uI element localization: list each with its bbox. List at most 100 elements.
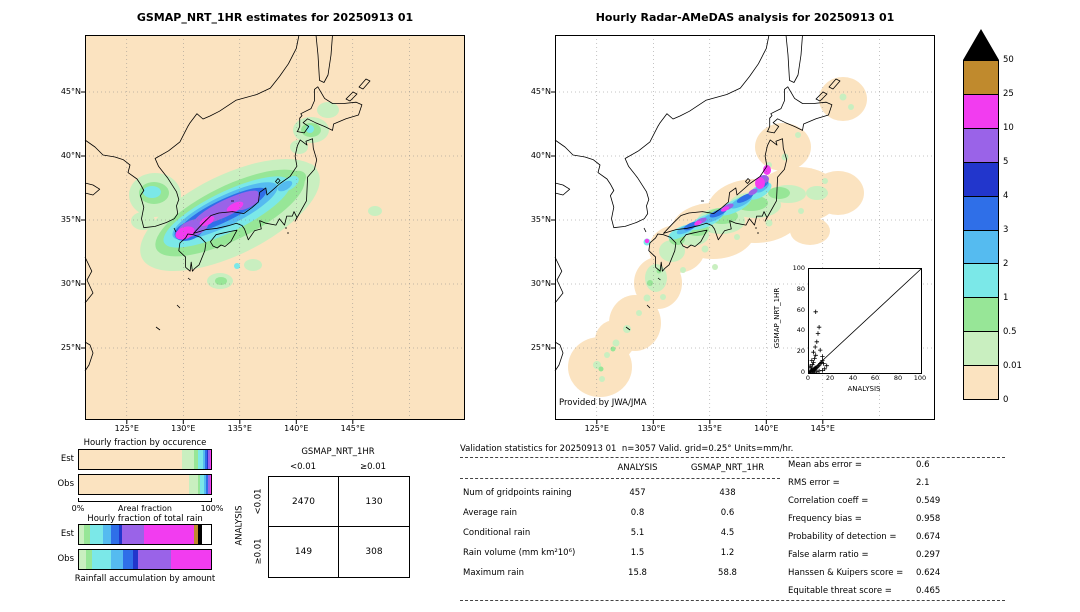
right-lat-35: 35°N bbox=[530, 215, 551, 224]
fraction-segment-darkblue bbox=[133, 550, 139, 569]
contingency-row-lt: <0.01 bbox=[253, 488, 264, 515]
score-row: Frequency bias = 0.958 bbox=[788, 514, 1018, 525]
stats-row-gsmap: 438 bbox=[719, 488, 736, 498]
left-lat-25: 25°N bbox=[60, 343, 81, 352]
contingency-col-header: GSMAP_NRT_1HR bbox=[301, 447, 375, 457]
areal-axis-label: Areal fraction bbox=[118, 504, 172, 513]
total-obs-bar bbox=[78, 549, 212, 570]
total-est-bar bbox=[78, 524, 212, 545]
stats-row-analysis: 5.1 bbox=[630, 528, 645, 538]
contingency-cell-10: 149 bbox=[269, 527, 339, 577]
score-value: 0.958 bbox=[916, 514, 941, 524]
graticule bbox=[85, 35, 465, 420]
fraction-segment-lightblue bbox=[204, 475, 207, 494]
score-value: 0.297 bbox=[916, 550, 941, 560]
fraction-segment-cyan bbox=[200, 475, 205, 494]
score-row: False alarm ratio = 0.297 bbox=[788, 550, 1018, 561]
score-value: 0.674 bbox=[916, 532, 941, 542]
right-lon-135: 135°E bbox=[697, 424, 722, 433]
fraction-segment-palegreen bbox=[79, 550, 86, 569]
fraction-segment-over bbox=[197, 525, 202, 544]
left-lat-35: 35°N bbox=[60, 215, 81, 224]
score-row: Probability of detection = 0.674 bbox=[788, 532, 1018, 543]
total-rain-title: Hourly fraction of total rain bbox=[87, 514, 203, 524]
fraction-segment-magenta bbox=[143, 525, 194, 544]
right-lat-30: 30°N bbox=[530, 279, 551, 288]
colorbar bbox=[963, 60, 999, 400]
stats-title: Validation statistics for 20250913 01 n=… bbox=[460, 444, 794, 454]
occurrence-title: Hourly fraction by occurence bbox=[83, 438, 207, 448]
inset-ytick-40: 40 bbox=[796, 326, 805, 334]
fraction-segment-cyan bbox=[92, 550, 111, 569]
fraction-segment-purple bbox=[122, 525, 144, 544]
graticule bbox=[555, 35, 935, 420]
fraction-segment-magenta bbox=[210, 450, 211, 469]
areal-axis-100: 100% bbox=[200, 504, 224, 513]
fraction-segment-lightblue bbox=[102, 525, 111, 544]
score-label: RMS error = bbox=[788, 478, 840, 488]
precip-overlay-radar bbox=[568, 77, 867, 397]
contingency-cell-01: 130 bbox=[339, 477, 409, 527]
inset-xtick-80: 80 bbox=[893, 374, 903, 382]
inset-xtick-100: 100 bbox=[913, 374, 927, 382]
colorbar-tick-label: 50 bbox=[1003, 54, 1014, 65]
colorbar-band-green bbox=[964, 298, 998, 333]
stats-row-gsmap: 58.8 bbox=[718, 568, 737, 578]
fraction-segment-blue bbox=[206, 475, 208, 494]
stats-row-gsmap: 0.6 bbox=[720, 508, 735, 518]
fraction-segment-darkblue bbox=[118, 525, 123, 544]
score-label: Frequency bias = bbox=[788, 514, 862, 524]
contingency-row-header: ANALYSIS bbox=[234, 505, 245, 546]
fraction-segment-purple bbox=[208, 475, 210, 494]
right-lat-25: 25°N bbox=[530, 343, 551, 352]
score-label: Correlation coeff = bbox=[788, 496, 869, 506]
colorbar-band-darkblue bbox=[964, 162, 998, 197]
left-lat-40: 40°N bbox=[60, 151, 81, 160]
colorbar-tick-label: 3 bbox=[1003, 224, 1009, 235]
fraction-segment-blue bbox=[122, 550, 134, 569]
fraction-segment-blue bbox=[205, 450, 208, 469]
fraction-segment-green bbox=[85, 550, 93, 569]
score-label: Hanssen & Kuipers score = bbox=[788, 568, 904, 578]
total-obs-label: Obs bbox=[57, 554, 74, 564]
colorbar-tick-label: 10 bbox=[1003, 122, 1014, 133]
score-row: Correlation coeff = 0.549 bbox=[788, 496, 1018, 507]
score-row: Hanssen & Kuipers score = 0.624 bbox=[788, 568, 1018, 579]
fraction-segment-lightblue bbox=[110, 550, 123, 569]
colorbar-tick-label: 1 bbox=[1003, 292, 1009, 303]
stats-divider-header bbox=[460, 478, 780, 479]
axis-ticks bbox=[81, 91, 354, 424]
fraction-segment-cyan bbox=[89, 525, 103, 544]
fraction-segment-palegreen bbox=[79, 525, 85, 544]
stats-row-gsmap: 1.2 bbox=[720, 548, 735, 558]
score-row: RMS error = 2.1 bbox=[788, 478, 1018, 489]
stats-row-analysis: 457 bbox=[629, 488, 646, 498]
colorbar-tick-label: 0.5 bbox=[1003, 326, 1017, 337]
colorbar-tick-label: 25 bbox=[1003, 88, 1014, 99]
contingency-col-lt: <0.01 bbox=[289, 462, 317, 472]
occurrence-obs-bar bbox=[78, 474, 212, 495]
left-map bbox=[81, 34, 465, 424]
contingency-row-ge: ≥0.01 bbox=[253, 538, 264, 565]
colorbar-band-palegreen bbox=[964, 332, 998, 367]
accumulation-label: Rainfall accumulation by amount bbox=[74, 574, 216, 584]
fraction-segment-lightblue bbox=[202, 450, 206, 469]
inset-xtick-60: 60 bbox=[870, 374, 880, 382]
inset-xtick-40: 40 bbox=[848, 374, 858, 382]
stats-divider-top bbox=[460, 457, 1005, 458]
fraction-segment-palegreen bbox=[181, 450, 195, 469]
areal-axis-tick-right bbox=[211, 498, 212, 502]
left-lon-135: 135°E bbox=[227, 424, 252, 433]
colorbar-band-ochre bbox=[964, 61, 998, 95]
colorbar-tick-label: 4 bbox=[1003, 190, 1009, 201]
left-lon-140: 140°E bbox=[284, 424, 309, 433]
colorbar-tick-label: 2 bbox=[1003, 258, 1009, 269]
identity-line bbox=[809, 269, 921, 373]
fraction-segment-green bbox=[197, 475, 201, 494]
inset-scatter-box bbox=[808, 268, 922, 374]
colorbar-band-peach bbox=[964, 366, 998, 400]
map-frame bbox=[85, 35, 465, 420]
score-row: Mean abs error = 0.6 bbox=[788, 460, 1018, 471]
areal-axis-0: 0% bbox=[71, 504, 85, 513]
